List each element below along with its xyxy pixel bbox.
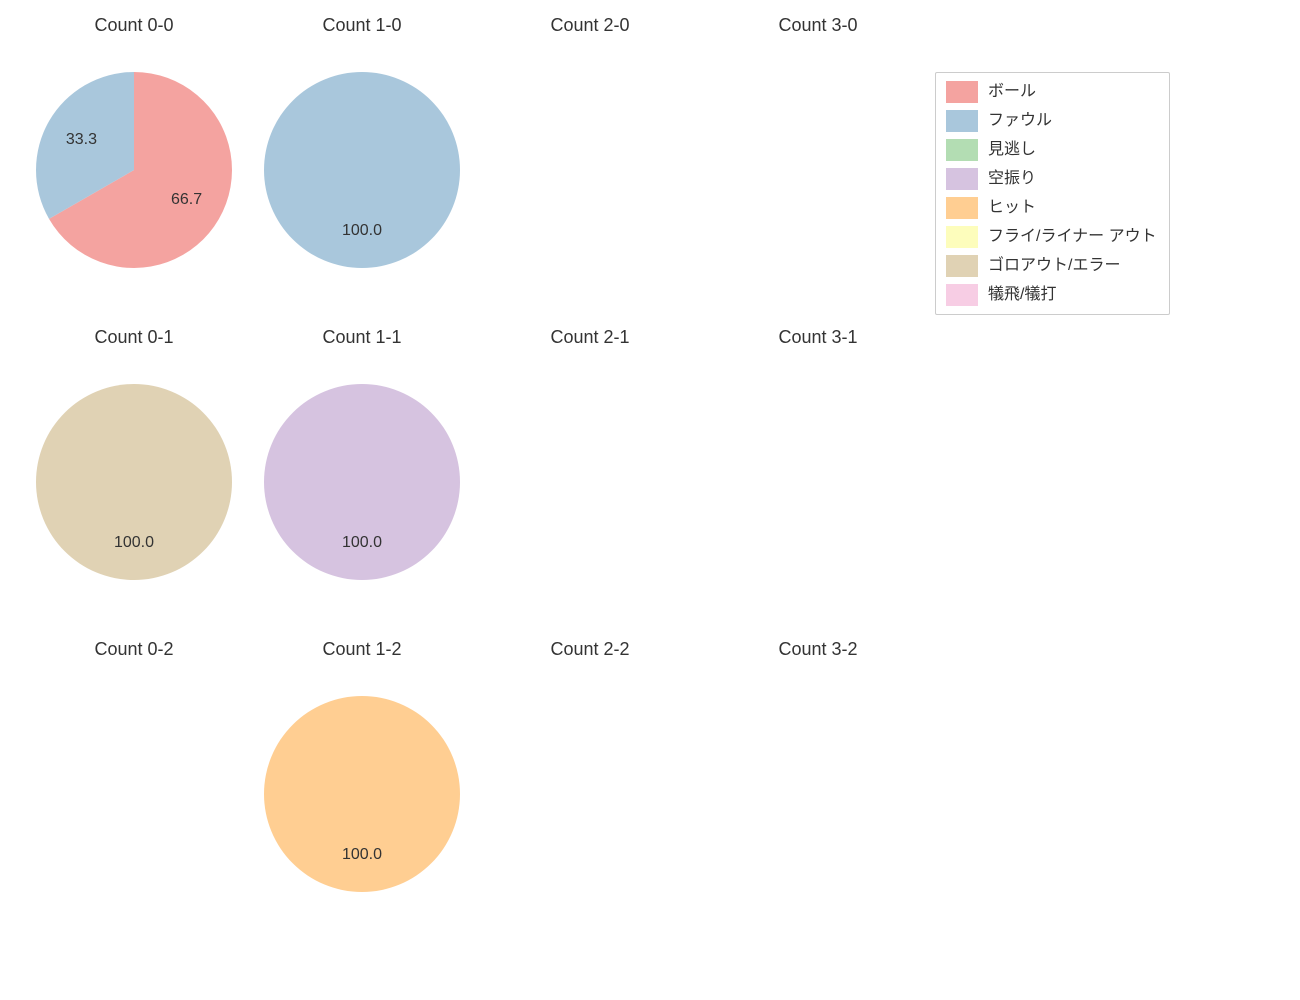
panel-title: Count 0-0 (20, 15, 248, 36)
chart-stage: Count 0-066.733.3Count 1-0100.0Count 2-0… (0, 0, 1300, 1000)
legend-item: ゴロアウト/エラー (946, 255, 1157, 277)
pie-slice-label: 100.0 (342, 534, 382, 552)
legend-item: フライ/ライナー アウト (946, 226, 1157, 248)
pie-panel: Count 3-1 (704, 357, 932, 607)
legend-item: 見逃し (946, 139, 1157, 161)
legend-swatch (946, 255, 978, 277)
legend-item: 犠飛/犠打 (946, 284, 1157, 306)
legend-swatch (946, 226, 978, 248)
legend-swatch (946, 284, 978, 306)
pie-panel: Count 1-1100.0 (248, 357, 476, 607)
legend-label: ゴロアウト/エラー (988, 258, 1120, 274)
panel-title: Count 1-0 (248, 15, 476, 36)
pie-panel: Count 1-2100.0 (248, 669, 476, 919)
panel-title: Count 3-1 (704, 327, 932, 348)
pie-panel: Count 0-066.733.3 (20, 45, 248, 295)
legend-label: ヒット (988, 200, 1036, 216)
pie-panel: Count 0-1100.0 (20, 357, 248, 607)
pie: 100.0 (264, 696, 460, 892)
pie-panel: Count 0-2 (20, 669, 248, 919)
legend-swatch (946, 81, 978, 103)
legend-label: 犠飛/犠打 (988, 287, 1056, 303)
pie-slice-label: 100.0 (342, 846, 382, 864)
legend-label: 見逃し (988, 142, 1036, 158)
legend-label: 空振り (988, 171, 1036, 187)
legend-item: ヒット (946, 197, 1157, 219)
panel-title: Count 0-1 (20, 327, 248, 348)
pie-panel: Count 2-2 (476, 669, 704, 919)
legend-item: ファウル (946, 110, 1157, 132)
legend: ボールファウル見逃し空振りヒットフライ/ライナー アウトゴロアウト/エラー犠飛/… (935, 72, 1170, 315)
legend-label: フライ/ライナー アウト (988, 229, 1157, 245)
panel-title: Count 1-1 (248, 327, 476, 348)
legend-label: ボール (988, 84, 1036, 100)
pie-panel: Count 3-0 (704, 45, 932, 295)
legend-swatch (946, 110, 978, 132)
pie-panel: Count 2-1 (476, 357, 704, 607)
panel-title: Count 3-0 (704, 15, 932, 36)
legend-swatch (946, 168, 978, 190)
legend-label: ファウル (988, 113, 1052, 129)
panel-title: Count 2-2 (476, 639, 704, 660)
legend-item: 空振り (946, 168, 1157, 190)
pie-slice-label: 33.3 (66, 131, 97, 149)
pie: 100.0 (264, 72, 460, 268)
pie-svg (36, 72, 232, 268)
legend-swatch (946, 139, 978, 161)
panel-title: Count 2-1 (476, 327, 704, 348)
pie-panel: Count 1-0100.0 (248, 45, 476, 295)
panel-title: Count 0-2 (20, 639, 248, 660)
pie-panel: Count 3-2 (704, 669, 932, 919)
legend-swatch (946, 197, 978, 219)
pie: 100.0 (36, 384, 232, 580)
panel-title: Count 1-2 (248, 639, 476, 660)
pie: 66.7 33.3 (36, 72, 232, 268)
pie-slice-label: 66.7 (171, 191, 202, 209)
pie: 100.0 (264, 384, 460, 580)
pie-slice-label: 100.0 (342, 222, 382, 240)
panel-title: Count 3-2 (704, 639, 932, 660)
pie-slice-label: 100.0 (114, 534, 154, 552)
panel-title: Count 2-0 (476, 15, 704, 36)
legend-item: ボール (946, 81, 1157, 103)
pie-panel: Count 2-0 (476, 45, 704, 295)
